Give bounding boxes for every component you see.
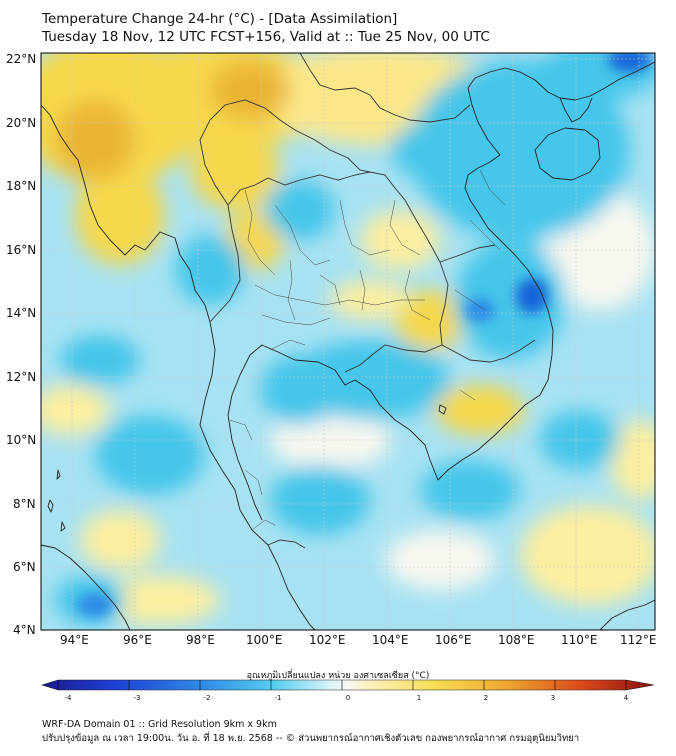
x-tick-110: 110°E — [561, 633, 598, 647]
country-borders — [199, 53, 536, 549]
colorbar — [40, 679, 655, 691]
footer: WRF-DA Domain 01 :: Grid Resolution 9km … — [42, 718, 579, 746]
y-tick-22: 22°N — [6, 52, 37, 66]
footer-line-2: ปรับปรุงข้อมูล ณ เวลา 19:00น. วัน อ. ที่… — [42, 733, 580, 744]
colorbar-tick: -3 — [133, 694, 141, 702]
x-tick-112: 112°E — [620, 633, 657, 647]
gridlines — [41, 53, 655, 630]
map-title: Temperature Change 24-hr (°C) - [Data As… — [42, 10, 490, 46]
x-tick-96: 96°E — [123, 633, 152, 647]
y-tick-8: 8°N — [13, 497, 36, 511]
temperature-field — [41, 53, 655, 630]
colorbar-tick: -1 — [274, 694, 282, 702]
coastlines — [41, 61, 655, 630]
x-tick-100: 100°E — [246, 633, 283, 647]
title-line-2: Tuesday 18 Nov, 12 UTC FCST+156, Valid a… — [42, 29, 490, 45]
colorbar-tick: 2 — [483, 694, 489, 702]
x-tick-104: 104°E — [372, 633, 409, 647]
x-tick-102: 102°E — [309, 633, 346, 647]
colorbar-tick: -2 — [203, 694, 211, 702]
colorbar-label: อุณหภูมิเปลี่ยนแปลง หน่วย องศาเซลเซียส (… — [246, 671, 430, 681]
x-tick-98: 98°E — [186, 633, 215, 647]
y-tick-6: 6°N — [13, 560, 36, 574]
y-tick-4: 4°N — [13, 623, 36, 637]
y-tick-14: 14°N — [6, 306, 37, 320]
colorbar-tick: 3 — [550, 694, 556, 702]
x-tick-94: 94°E — [60, 633, 89, 647]
colorbar-tick: 0 — [345, 694, 351, 702]
y-tick-18: 18°N — [6, 179, 37, 193]
y-tick-16: 16°N — [6, 243, 37, 257]
y-tick-20: 20°N — [6, 116, 37, 130]
y-tick-10: 10°N — [6, 433, 37, 447]
x-tick-106: 106°E — [435, 633, 472, 647]
title-line-1: Temperature Change 24-hr (°C) - [Data As… — [42, 11, 398, 27]
plot-frame — [40, 52, 656, 631]
colorbar-tick: 4 — [623, 694, 629, 702]
colorbar-tick: -4 — [64, 694, 72, 702]
x-tick-108: 108°E — [498, 633, 535, 647]
colorbar-tick: 1 — [416, 694, 422, 702]
y-tick-12: 12°N — [6, 370, 37, 384]
province-borders — [229, 169, 506, 531]
footer-line-1: WRF-DA Domain 01 :: Grid Resolution 9km … — [42, 719, 277, 730]
